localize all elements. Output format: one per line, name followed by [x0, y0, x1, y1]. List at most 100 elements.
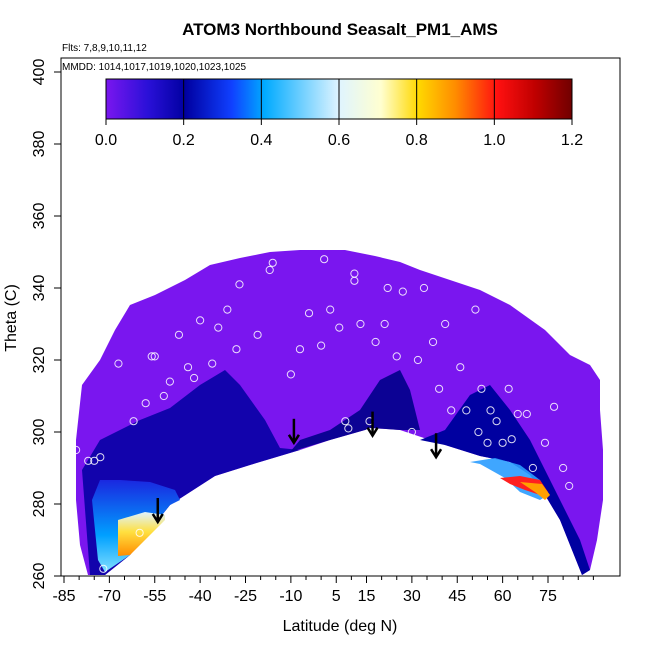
colorbar-ticks: 0.0 0.2 0.4 0.6 0.8 1.0 1.2 [95, 79, 583, 149]
colorbar-tick-label: 1.2 [561, 132, 583, 149]
colorbar-tick-label: 0.8 [406, 132, 428, 149]
y-tick-label: 380 [31, 131, 48, 158]
contour-orange-north [520, 482, 550, 500]
sample-point [435, 384, 444, 393]
x-tick-label: -40 [189, 588, 212, 605]
sample-point [84, 456, 93, 465]
y-axis-label: Theta (C) [3, 284, 20, 352]
sample-point [419, 283, 429, 293]
sample-point [356, 319, 365, 329]
sample-point [196, 316, 205, 325]
sample-point [174, 330, 184, 339]
sample-point [383, 283, 392, 293]
sample-point [477, 384, 486, 393]
sample-point [498, 438, 507, 447]
sample-point [486, 406, 495, 415]
sample-point [68, 388, 78, 397]
colorbar-tick-label: 0.2 [173, 132, 195, 149]
y-tick-label: 360 [31, 203, 48, 230]
contour-dark-blue-north [420, 385, 590, 575]
sample-point [135, 528, 144, 537]
sample-point [492, 417, 501, 426]
sample-points [68, 255, 574, 573]
y-tick-label: 300 [31, 419, 48, 446]
x-tick-label: 30 [403, 588, 421, 605]
sample-point [253, 330, 262, 339]
sample-point [214, 323, 223, 332]
sample-point [129, 417, 138, 426]
x-axis: -85 -70 -55 -40 -25 -10 5 15 30 45 60 75 [52, 576, 594, 605]
y-tick-label: 260 [31, 563, 48, 590]
contour-dark-blue-tropics [290, 370, 420, 452]
x-tick-label: 45 [448, 588, 466, 605]
sample-point [165, 377, 174, 386]
sample-point [72, 445, 81, 455]
x-tick-label: 5 [332, 588, 341, 605]
sample-point [456, 363, 465, 372]
sample-point [90, 456, 99, 465]
sample-point [447, 406, 456, 415]
sample-point [513, 409, 522, 419]
sample-point [483, 438, 492, 447]
tropopause-arrow-head [366, 426, 379, 438]
sample-point [450, 463, 459, 473]
y-tick-label: 400 [31, 59, 48, 86]
sample-point [189, 373, 199, 383]
sample-point [344, 424, 353, 433]
x-tick-label: 75 [539, 588, 557, 605]
sample-point [350, 269, 359, 278]
contour-field [76, 250, 603, 575]
sample-point [428, 337, 438, 347]
sample-point [268, 258, 277, 267]
sample-point [304, 309, 314, 318]
sample-point [295, 345, 305, 354]
sample-point [565, 481, 574, 491]
tropopause-arrows [151, 411, 443, 525]
colorbar-tick-label: 0.4 [250, 132, 272, 149]
colorbar-tick-label: 0.6 [328, 132, 350, 149]
sample-point [471, 305, 480, 314]
sample-point [96, 453, 105, 462]
contour-hot-south [118, 512, 165, 556]
x-tick-label: -70 [98, 588, 121, 605]
mmdd-note: MMDD: 1014,1017,1019,1020,1023,1025 [62, 62, 246, 73]
sample-point [392, 352, 401, 361]
sample-point [114, 359, 123, 368]
sample-point [320, 255, 329, 264]
x-tick-label: -85 [52, 588, 75, 605]
sample-point [265, 265, 274, 275]
sample-point [371, 337, 380, 347]
sample-point [99, 564, 108, 573]
sample-point [534, 507, 544, 516]
colorbar-tick-label: 0.0 [95, 132, 117, 149]
flights-note: Flts: 7,8,9,10,11,12 [62, 43, 147, 54]
sample-point [150, 352, 159, 361]
sample-point [398, 287, 407, 296]
sample-point [462, 406, 471, 415]
tropopause-arrow-head [430, 448, 443, 460]
sample-point [223, 305, 232, 314]
sample-point [507, 435, 516, 444]
sample-point [326, 305, 335, 314]
sample-point [441, 319, 450, 329]
sample-point [413, 355, 423, 365]
sample-point [559, 463, 568, 473]
sample-point [317, 341, 326, 350]
sample-point [528, 463, 537, 473]
sample-point [522, 409, 531, 419]
sample-point [504, 384, 513, 393]
sample-point [380, 319, 389, 329]
x-tick-label: -10 [279, 588, 302, 605]
sample-point [235, 280, 244, 289]
sample-point [183, 363, 193, 372]
sample-point [474, 427, 483, 437]
y-tick-label: 340 [31, 275, 48, 302]
sample-point [549, 402, 559, 411]
chart-title: ATOM3 Northbound Seasalt_PM1_AMS [182, 20, 498, 39]
tropopause-arrow-head [151, 513, 164, 525]
sample-point [208, 359, 217, 368]
sample-point [335, 323, 344, 332]
sample-point [540, 438, 550, 447]
x-tick-label: -55 [143, 588, 166, 605]
